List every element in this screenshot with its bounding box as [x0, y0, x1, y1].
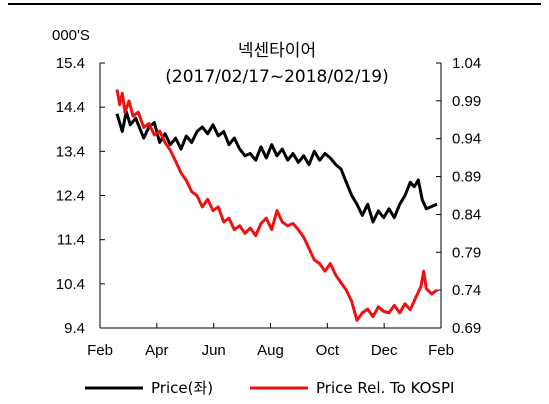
left-tick-label: 14.4 [56, 99, 85, 116]
left-tick-label: 10.4 [56, 276, 85, 293]
right-tick-label: 0.89 [452, 169, 481, 186]
right-tick-label: 0.94 [452, 131, 481, 148]
right-tick-label: 0.79 [452, 244, 481, 261]
left-tick-label: 9.4 [64, 320, 85, 337]
x-tick-label: Feb [87, 342, 113, 359]
y-unit-label: 000'S [52, 27, 90, 44]
right-tick-label: 0.84 [452, 206, 481, 223]
x-tick-label: Apr [145, 342, 168, 359]
left-tick-label: 12.4 [56, 188, 85, 205]
legend: Price(좌) Price Rel. To KOSPI [85, 379, 454, 397]
x-tick-label: Aug [257, 342, 284, 359]
legend-label-1: Price Rel. To KOSPI [316, 379, 454, 397]
left-tick-label: 11.4 [57, 232, 85, 249]
series-line-0 [115, 110, 438, 224]
x-tick-label: Dec [371, 342, 398, 359]
x-tick-label: Oct [316, 342, 340, 359]
chart-title: 넥센타이어 [238, 41, 316, 61]
right-tick-label: 0.99 [452, 93, 481, 110]
legend-label-0: Price(좌) [151, 379, 213, 397]
left-tick-label: 15.4 [56, 55, 85, 72]
series-layer [115, 89, 438, 322]
chart-subtitle: (2017/02/17~2018/02/19) [165, 67, 388, 87]
right-tick-label: 0.69 [452, 320, 481, 337]
axes: 15.4 14.4 13.4 12.4 11.4 10.4 9.4 1.04 0.99 0.94 0… [56, 55, 481, 359]
x-tick-label: Jun [202, 342, 226, 359]
right-tick-label: 1.04 [452, 55, 481, 72]
left-tick-label: 13.4 [56, 143, 85, 160]
series-line-1 [115, 89, 438, 322]
x-tick-label: Feb [428, 342, 454, 359]
right-tick-label: 0.74 [452, 282, 481, 299]
